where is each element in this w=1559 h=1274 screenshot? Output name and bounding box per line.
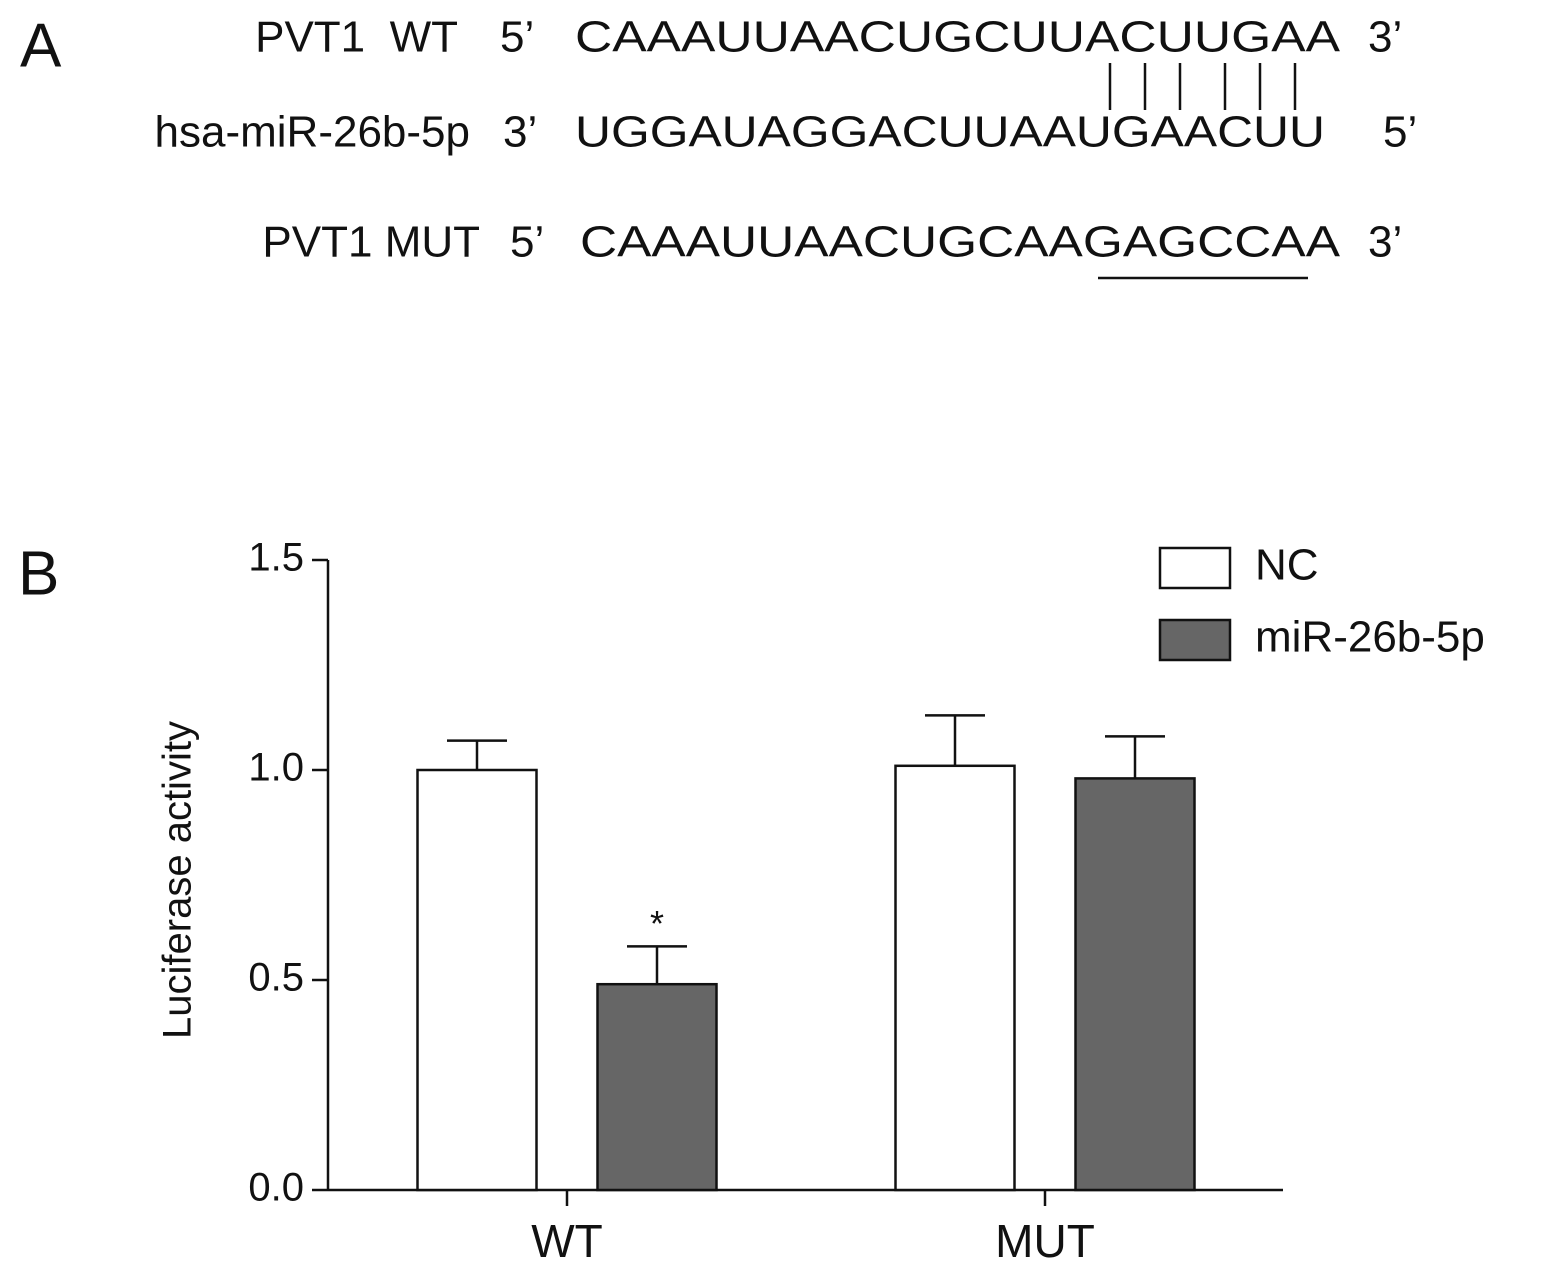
sequence-end: 3’ (1368, 218, 1402, 267)
sequence-end: 5’ (500, 13, 534, 62)
sequence-end: 3’ (503, 108, 537, 157)
y-axis-label: Luciferase activity (156, 721, 200, 1039)
sequence: UGGAUAGGACUUAAUGAACUU (575, 108, 1325, 157)
panel-label: B (18, 539, 59, 608)
significance-mark: * (650, 903, 664, 944)
y-tick-label: 0.0 (248, 1166, 304, 1210)
sequence-end: 3’ (1368, 13, 1402, 62)
sequence-name: PVT1 MUT (262, 218, 480, 267)
legend-label: NC (1255, 541, 1319, 590)
bar (894, 764, 1016, 1192)
legend-swatch (1158, 618, 1232, 662)
y-tick-label: 1.5 (248, 536, 304, 580)
sequence-name: PVT1 WT (255, 13, 458, 62)
x-tick-label: WT (531, 1215, 603, 1267)
bar (596, 982, 718, 1192)
legend-label: miR-26b-5p (1255, 613, 1485, 662)
legend-swatch (1158, 546, 1232, 590)
sequence-name: hsa-miR-26b-5p (155, 108, 470, 157)
sequence: CAAAUUAACUGCUUACUUGAA (575, 13, 1341, 62)
panel-label: A (20, 11, 62, 80)
sequence-end: 5’ (1383, 108, 1417, 157)
sequence: CAAAUUAACUGCAAGAGCCAA (580, 218, 1341, 267)
sequence-end: 5’ (510, 218, 544, 267)
y-tick-label: 0.5 (248, 956, 304, 1000)
bar (1074, 777, 1196, 1192)
x-tick-label: MUT (995, 1215, 1095, 1267)
bar (416, 768, 538, 1192)
y-tick-label: 1.0 (248, 746, 304, 790)
